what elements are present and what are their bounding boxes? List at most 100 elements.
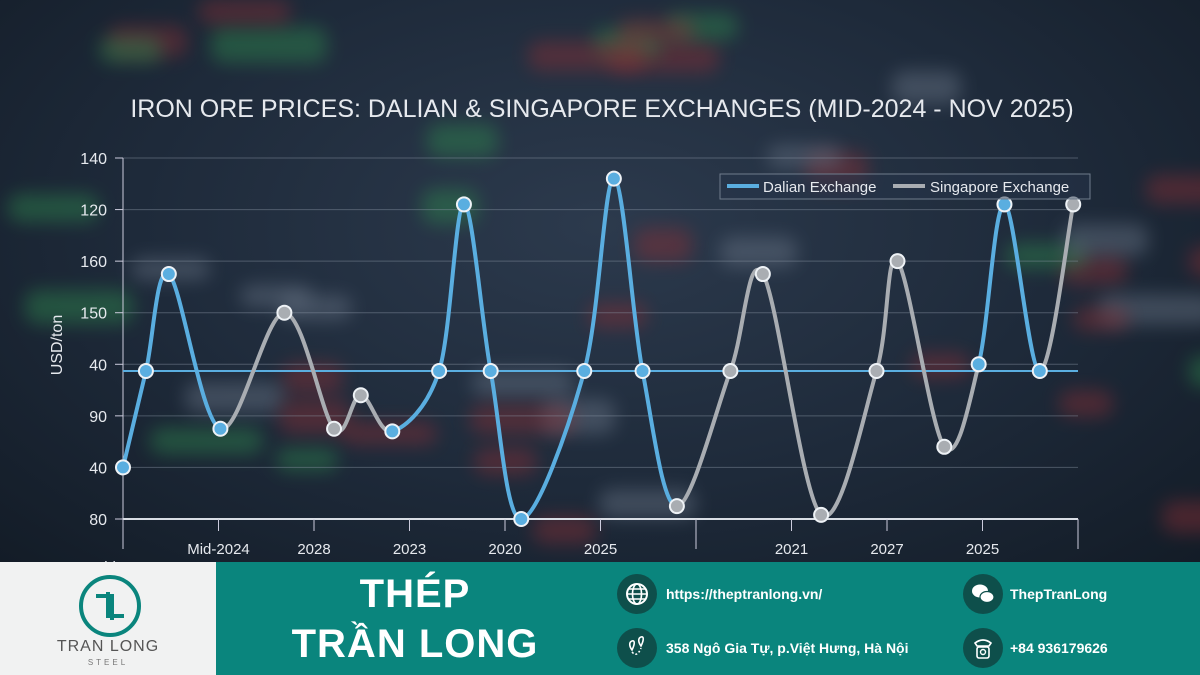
ticker-blur (528, 40, 647, 71)
ticker-blur (99, 36, 163, 64)
data-point (455, 196, 472, 213)
series-line-segment (728, 267, 765, 373)
series-line-segment (488, 368, 524, 521)
series-line-segment (760, 272, 824, 517)
y-tick-label: 150 (80, 306, 107, 323)
ticker-blur (25, 290, 134, 324)
y-axis-label: USD/ton (49, 315, 66, 375)
ticker-blur (1072, 306, 1129, 332)
ticker-blur (108, 25, 188, 58)
y-tick-label: 80 (89, 512, 107, 529)
data-point (813, 506, 830, 523)
social-link[interactable]: ThepTranLong (1010, 586, 1108, 602)
x-tick-label: Mid-2024 (187, 541, 250, 558)
ticker-blur (426, 124, 498, 158)
series-line-segment (819, 368, 879, 519)
ticker-blur (592, 28, 663, 57)
website-link[interactable]: https://theptranlong.vn/ (666, 586, 823, 602)
ticker-blur (607, 42, 720, 73)
data-point (513, 511, 530, 527)
data-point (605, 170, 622, 187)
data-point (970, 356, 987, 373)
series-line-segment (611, 176, 645, 373)
data-point (212, 420, 229, 437)
y-tick-label: 40 (89, 460, 107, 477)
ticker-blur (211, 27, 328, 63)
brand-line-1: THÉP (359, 572, 471, 616)
x-tick-label: 2027 (870, 541, 903, 558)
ticker-blur (150, 428, 263, 455)
data-point (276, 304, 293, 321)
data-point (1065, 196, 1082, 213)
ticker-blur (533, 516, 597, 544)
data-point (722, 362, 739, 379)
data-point (326, 420, 343, 437)
phone-link[interactable]: +84 936179626 (1010, 640, 1108, 656)
ticker-blur (240, 284, 313, 308)
footer-banner: TRAN LONG STEEL THÉP TRẦN LONG https://t… (0, 562, 1200, 675)
data-point (482, 362, 499, 379)
series-line-segment (1002, 202, 1042, 373)
series-line-segment (976, 202, 1007, 367)
address-text: 358 Ngô Gia Tự, p.Việt Hưng, Hà Nội (666, 640, 909, 656)
legend-label-dalian: Dalian Exchange (763, 179, 876, 196)
series-line-segment (166, 272, 223, 431)
ticker-blur (767, 144, 843, 168)
ticker-blur (633, 227, 693, 263)
tran-long-logo-icon (79, 575, 141, 637)
series-line-segment (582, 176, 616, 373)
series-line-segment (942, 362, 981, 452)
telephone-icon (963, 628, 1003, 668)
globe-icon (617, 574, 657, 614)
ticker-blur (1097, 294, 1200, 326)
data-point (384, 423, 401, 440)
series-line-segment (461, 202, 493, 373)
ticker-blur (1063, 224, 1148, 257)
wechat-icon (963, 574, 1003, 614)
data-point (137, 362, 154, 379)
legend-label-singapore: Singapore Exchange (930, 179, 1069, 196)
brand-line-2: TRẦN LONG (291, 622, 539, 666)
series-line-segment (437, 202, 466, 373)
y-tick-label: 160 (80, 254, 107, 271)
series-line-segment (519, 368, 587, 521)
ticker-blur (1060, 254, 1128, 285)
data-point (668, 498, 685, 515)
ticker-blur (617, 18, 695, 44)
line-chart: IRON ORE PRICES: DALIAN & SINGAPORE EXCH… (49, 95, 1110, 576)
data-point (868, 362, 885, 379)
data-point (576, 362, 593, 379)
logo-panel: TRAN LONG STEEL (0, 562, 216, 675)
series-line-segment (1037, 202, 1076, 373)
ticker-blur (720, 237, 797, 267)
ticker-blur (1146, 175, 1200, 205)
series-line-segment (640, 368, 679, 509)
ticker-blur (197, 0, 292, 24)
x-tick-label: 2025 (966, 541, 999, 558)
data-point (634, 362, 651, 379)
legend: Dalian Exchange Singapore Exchange (719, 173, 1091, 200)
map-pin-icon (617, 628, 657, 668)
logo-text: TRAN LONG (56, 638, 160, 655)
series-line-segment (143, 271, 171, 373)
data-point (431, 362, 448, 379)
data-point (996, 196, 1013, 213)
data-point (1031, 362, 1048, 379)
ticker-blur (891, 71, 961, 104)
data-point (754, 266, 771, 283)
x-tick-label: 2028 (297, 541, 330, 558)
ticker-background (0, 0, 1200, 562)
data-point (889, 253, 906, 270)
chart-title: IRON ORE PRICES: DALIAN & SINGAPORE EXCH… (130, 95, 1073, 123)
ticker-blur (469, 405, 575, 435)
ticker-blur (1188, 246, 1200, 277)
ticker-blur (1162, 500, 1200, 533)
ticker-blur (275, 448, 338, 471)
ticker-blur (665, 13, 739, 40)
ticker-blur (8, 194, 100, 223)
data-point (160, 266, 177, 283)
x-tick-label: 2021 (775, 541, 808, 558)
y-tick-label: 40 (89, 357, 107, 374)
series-line-segment (121, 368, 148, 470)
data-point (115, 459, 131, 476)
